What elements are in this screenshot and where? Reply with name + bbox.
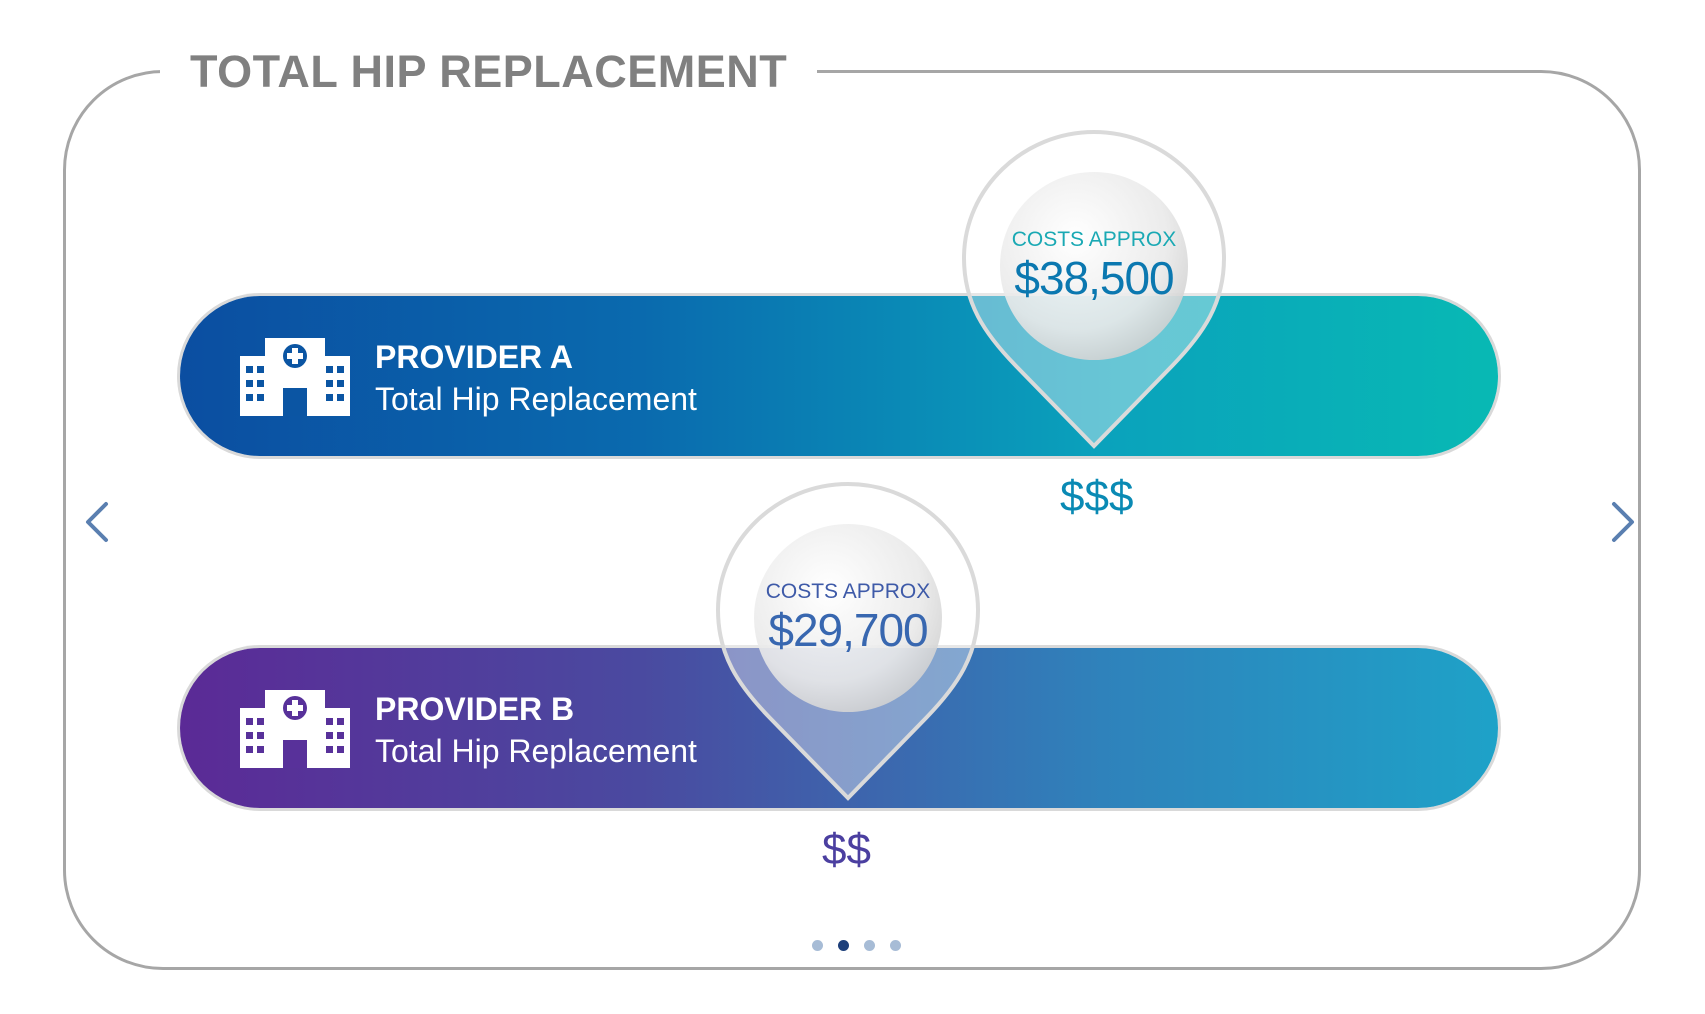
price-tier: $$	[822, 825, 871, 874]
page-title: TOTAL HIP REPLACEMENT	[160, 42, 818, 102]
cost-label: COSTS APPROX	[765, 580, 931, 603]
price-tier: $$$	[1060, 472, 1134, 521]
hospital-icon	[240, 690, 350, 768]
cost-label: COSTS APPROX	[1011, 228, 1177, 251]
carousel-frame	[63, 70, 1641, 970]
hospital-icon	[240, 338, 350, 416]
pagination-dot[interactable]	[864, 940, 875, 951]
chevron-left-icon[interactable]	[82, 500, 112, 544]
cost-pin-a: COSTS APPROX $38,500	[956, 128, 1232, 458]
provider-procedure: Total Hip Replacement	[375, 381, 697, 417]
chevron-right-icon[interactable]	[1608, 500, 1638, 544]
carousel-pagination	[812, 940, 901, 954]
map-pin-icon	[961, 129, 1227, 449]
cost-pin-b: COSTS APPROX $29,700	[710, 480, 986, 810]
provider-name: PROVIDER A	[375, 339, 573, 375]
provider-procedure: Total Hip Replacement	[375, 733, 697, 769]
pagination-dot[interactable]	[838, 940, 849, 951]
pagination-dot[interactable]	[890, 940, 901, 951]
map-pin-icon	[715, 481, 981, 801]
cost-value: $38,500	[1014, 252, 1174, 304]
cost-value: $29,700	[768, 604, 928, 656]
provider-card-a[interactable]: PROVIDER A Total Hip Replacement	[180, 296, 1498, 456]
provider-name: PROVIDER B	[375, 691, 575, 727]
pagination-dot[interactable]	[812, 940, 823, 951]
